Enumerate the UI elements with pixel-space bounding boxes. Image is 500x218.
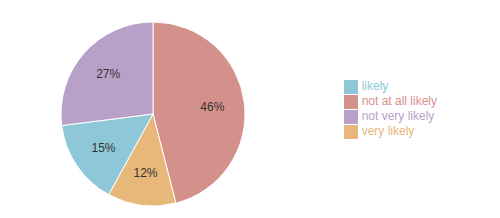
svg-text:46%: 46% [200, 100, 224, 114]
html-text:not at all likely: not at all likely [361, 94, 437, 109]
svg-text:12%: 12% [133, 166, 157, 180]
html-text:not very likely: not very likely [361, 109, 435, 123]
svg-text:27%: 27% [96, 67, 120, 81]
html-text:very likely: very likely [361, 123, 415, 138]
html-text:likely: likely [361, 79, 389, 94]
svg-text:15%: 15% [92, 141, 116, 155]
